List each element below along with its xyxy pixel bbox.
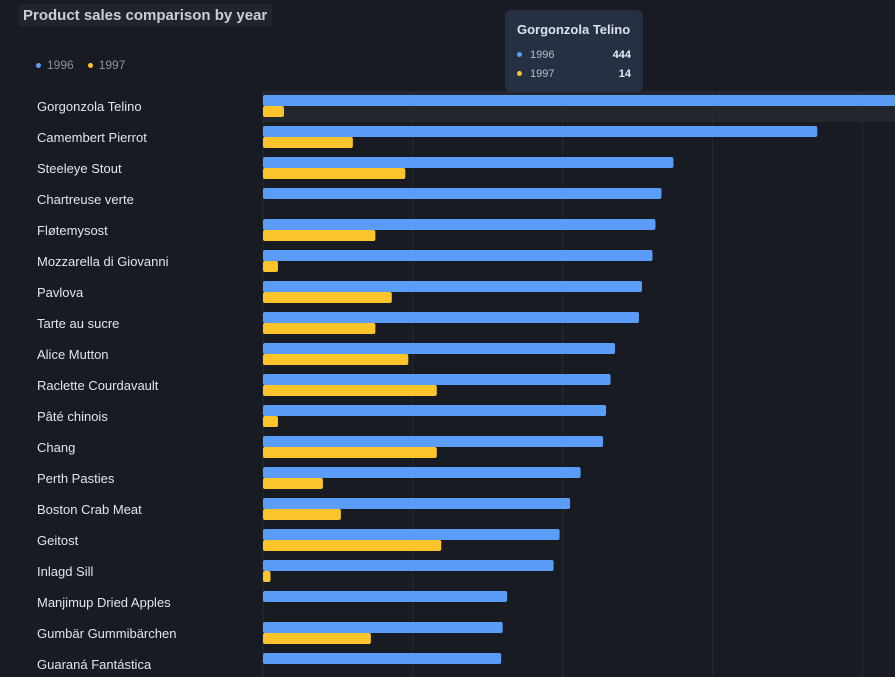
category-label: Perth Pasties <box>37 471 115 486</box>
category-label: Geitost <box>37 533 79 548</box>
legend-label-1997: 1997 <box>98 58 126 72</box>
tooltip: Gorgonzola Telino 1996 444 1997 14 <box>505 10 643 92</box>
category-label: Mozzarella di Giovanni <box>37 254 169 269</box>
category-label: Steeleye Stout <box>37 161 122 176</box>
legend-label-1996: 1996 <box>47 58 74 72</box>
bar-1997 <box>263 261 278 272</box>
bar-1997 <box>263 230 376 241</box>
bar-1996 <box>263 591 508 602</box>
bar-1996 <box>263 560 554 571</box>
category-label: Camembert Pierrot <box>37 130 147 145</box>
legend-item-1997[interactable]: 1997 <box>87 58 126 72</box>
bar-1997 <box>263 323 376 334</box>
chart-title: Product sales comparison by year <box>18 4 273 27</box>
bar-1996 <box>263 622 503 633</box>
bar-1996 <box>263 219 656 230</box>
tooltip-label-1997: 1997 <box>530 67 555 80</box>
category-label: Inlagd Sill <box>37 564 93 579</box>
bar-1997 <box>263 106 284 117</box>
bar-1996 <box>263 498 571 509</box>
legend-dot-1997 <box>87 62 93 68</box>
bar-1997 <box>263 509 341 520</box>
bar-1996 <box>263 405 607 416</box>
bar-1997 <box>263 137 353 148</box>
bar-1996 <box>263 281 642 292</box>
category-label: Manjimup Dried Apples <box>37 595 171 610</box>
category-label: Raclette Courdavault <box>37 378 159 393</box>
tooltip-value-1996: 444 <box>612 48 631 61</box>
tooltip-row-1996: 1996 444 <box>517 45 631 64</box>
bar-1996 <box>263 653 502 664</box>
bar-1996 <box>263 343 616 354</box>
tooltip-title: Gorgonzola Telino <box>517 22 631 37</box>
tooltip-dot-1997 <box>517 71 522 76</box>
category-label: Pavlova <box>37 285 84 300</box>
bar-1997 <box>263 571 271 582</box>
bar-1996 <box>263 312 639 323</box>
category-label: Pâté chinois <box>37 409 108 424</box>
bar-1997 <box>263 385 437 396</box>
bar-1996 <box>263 436 604 447</box>
category-label: Boston Crab Meat <box>37 502 142 517</box>
bar-1997 <box>263 168 406 179</box>
bar-1996 <box>263 250 653 261</box>
bar-1997 <box>263 478 323 489</box>
legend: 1996 1997 <box>36 58 125 72</box>
category-label: Fløtemysost <box>37 223 108 238</box>
bar-1997 <box>263 633 371 644</box>
legend-dot-1996 <box>36 62 41 68</box>
tooltip-value-1997: 14 <box>618 67 631 80</box>
bar-1997 <box>263 354 409 365</box>
bar-1997 <box>263 292 392 303</box>
bar-1996 <box>263 157 674 168</box>
tooltip-row-1997: 1997 14 <box>517 64 631 83</box>
bar-1996 <box>263 95 895 106</box>
category-label: Chartreuse verte <box>37 192 134 207</box>
bar-1997 <box>263 416 278 427</box>
category-label: Tarte au sucre <box>37 316 119 331</box>
bar-1996 <box>263 467 581 478</box>
bar-1996 <box>263 188 662 199</box>
bar-1997 <box>263 447 437 458</box>
bar-1996 <box>263 126 818 137</box>
tooltip-label-1996: 1996 <box>530 48 555 61</box>
bar-1997 <box>263 540 442 551</box>
category-label: Chang <box>37 440 75 455</box>
category-label: Gorgonzola Telino <box>37 99 142 114</box>
legend-item-1996[interactable]: 1996 <box>36 58 74 72</box>
bar-1996 <box>263 374 611 385</box>
category-label: Alice Mutton <box>37 347 109 362</box>
bar-1996 <box>263 529 560 540</box>
tooltip-dot-1996 <box>517 52 522 57</box>
category-label: Guaraná Fantástica <box>37 657 152 672</box>
category-label: Gumbär Gummibärchen <box>37 626 176 641</box>
